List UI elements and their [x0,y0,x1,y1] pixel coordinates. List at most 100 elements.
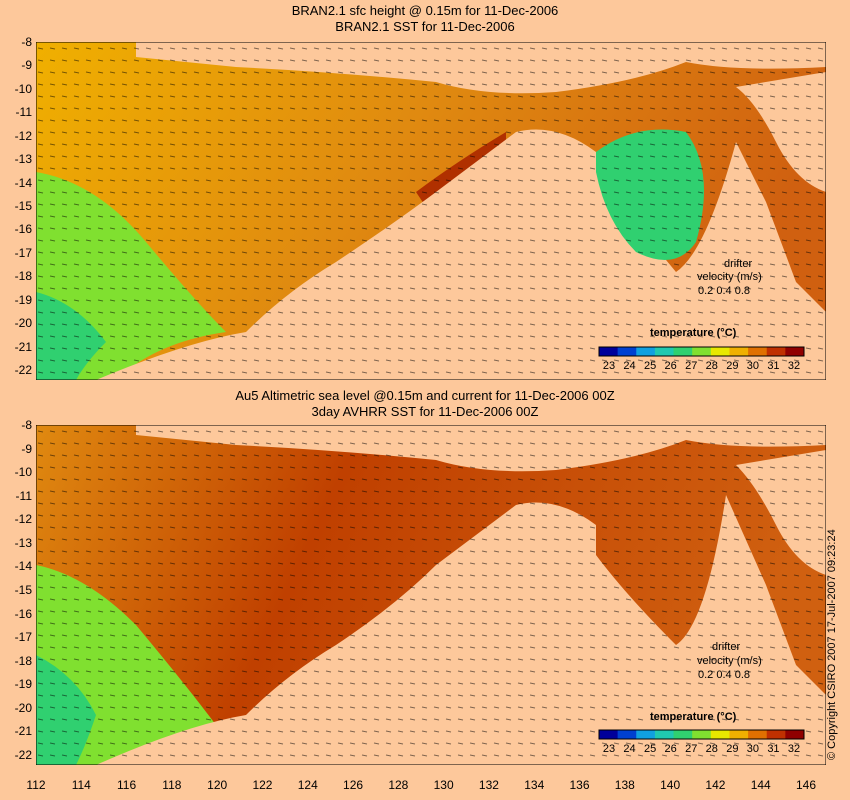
colorbar-tick-label: 30 [747,360,759,372]
longitude-tick-label: 124 [297,778,318,792]
colorbar-swatch [617,730,637,739]
longitude-tick-label: 142 [705,778,726,792]
longitude-tick-label: 144 [750,778,771,792]
latitude-tick-label: -22 [14,363,32,377]
copyright-text: © Copyright CSIRO 2007 17-Jul-2007 09:23… [826,529,838,760]
longitude-tick-label: 134 [524,778,545,792]
longitude-tick-label: 122 [252,778,273,792]
longitude-tick-label: 116 [117,778,137,792]
bottom-drifter-label: drifter [712,641,741,653]
latitude-tick-label: -10 [14,81,32,96]
bottom-colorbar-title: temperature (°C) [650,711,737,723]
colorbar-swatch [748,730,768,739]
colorbar-swatch [710,347,730,356]
colorbar-tick-label: 28 [706,360,718,372]
top-panel-title-line1: BRAN2.1 sfc height @ 0.15m for 11-Dec-20… [291,3,559,18]
latitude-tick-label: -12 [14,128,32,143]
bottom-panel-title-line1: Au5 Altimetric sea level @0.15m and curr… [235,388,615,403]
colorbar-tick-label: 27 [685,743,697,755]
colorbar-swatch [729,730,749,739]
latitude-tick-label: -15 [14,199,32,213]
colorbar-swatch [599,347,619,356]
colorbar-tick-label: 25 [644,360,656,372]
colorbar-swatch [748,347,768,356]
current-arrows [36,42,826,380]
colorbar-swatch [692,347,712,356]
latitude-tick-label: -11 [15,488,32,503]
colorbar-tick-label: 26 [665,743,677,755]
top-drifter-label: drifter [724,258,753,270]
longitude-tick-label: 126 [343,778,364,792]
colorbar-tick-label: 28 [706,743,718,755]
colorbar: 23 24 25 26 27 28 29 30 31 32 [598,346,805,372]
colorbar-swatch [766,730,786,739]
latitude-tick-label: -17 [14,630,32,645]
latitude-tick-label: -17 [14,245,32,260]
colorbar-tick-label: 31 [767,360,779,372]
latitude-tick-label: -10 [14,465,32,480]
latitude-tick-label: -15 [14,583,32,597]
colorbar-swatch [654,730,675,739]
bottom-velocity-label: velocity (m/s) [697,655,762,667]
colorbar-swatch [729,347,749,356]
colorbar-border [598,729,805,740]
colorbar-swatch [636,730,656,739]
colorbar-swatch [673,730,693,739]
colorbar-tick-label: 30 [747,743,759,755]
longitude-tick-label: 132 [478,778,499,792]
colorbar-tick-label: 27 [685,360,697,372]
latitude-tick-label: -14 [14,559,32,574]
latitude-tick-label: -16 [14,606,32,621]
latitude-tick-label: -20 [14,700,32,715]
top-velocity-label: velocity (m/s) [697,271,762,283]
colorbar-swatch [692,730,712,739]
bottom-panel-title-line2: 3day AVHRR SST for 11-Dec-2006 00Z [311,404,539,419]
current-arrows [36,425,826,765]
latitude-tick-label: -22 [14,748,32,762]
colorbar-tick-label: 25 [644,743,656,755]
colorbar-tick-label: 23 [603,360,615,372]
bottom-sst-map: 23 24 25 26 27 28 29 30 31 32 [36,425,826,765]
longitude-tick-label: 112 [26,778,46,792]
longitude-tick-label: 140 [660,778,681,792]
latitude-tick-label: -21 [14,724,32,739]
colorbar-swatch [710,730,730,739]
latitude-tick-label: -13 [14,152,32,167]
latitude-tick-label: -11 [15,105,32,120]
latitude-tick-label: -9 [21,58,32,73]
longitude-tick-label: 136 [569,778,590,792]
top-velocity-scale: 0.2 0.4 0.8 [698,285,750,297]
latitude-tick-label: -19 [14,292,32,307]
longitude-tick-label: 118 [162,778,182,792]
colorbar-tick-label: 26 [665,360,677,372]
longitude-tick-label: 130 [433,778,454,792]
longitude-tick-label: 120 [207,778,228,792]
latitude-tick-label: -20 [14,316,32,331]
longitude-tick-label: 128 [388,778,409,792]
latitude-tick-label: -18 [14,653,32,668]
colorbar-swatch [785,730,805,739]
colorbar-swatch [654,347,675,356]
latitude-tick-label: -21 [14,339,32,354]
top-panel-title-line2: BRAN2.1 SST for 11-Dec-2006 [335,19,515,34]
longitude-tick-label: 138 [614,778,635,792]
colorbar-tick-label: 29 [726,360,738,372]
colorbar-swatch [636,347,656,356]
latitude-tick-label: -12 [14,512,32,527]
latitude-tick-label: -13 [14,535,32,550]
colorbar-swatch [599,730,619,739]
bottom-velocity-scale: 0.2 0.4 0.8 [698,669,750,681]
top-sst-map: 23 24 25 26 27 28 29 30 31 32 [36,42,826,380]
colorbar-swatch [617,347,637,356]
latitude-tick-label: -16 [14,222,32,237]
colorbar-tick-label: 24 [623,360,635,372]
latitude-tick-label: -9 [21,441,32,456]
latitude-tick-label: -19 [14,677,32,692]
colorbar-tick-label: 31 [767,743,779,755]
colorbar-tick-label: 23 [603,743,615,755]
colorbar-border [598,346,805,357]
longitude-tick-label: 146 [795,778,817,792]
longitude-tick-label: 114 [71,778,91,792]
colorbar-tick-label: 32 [788,743,800,755]
latitude-tick-label: -14 [14,175,32,190]
